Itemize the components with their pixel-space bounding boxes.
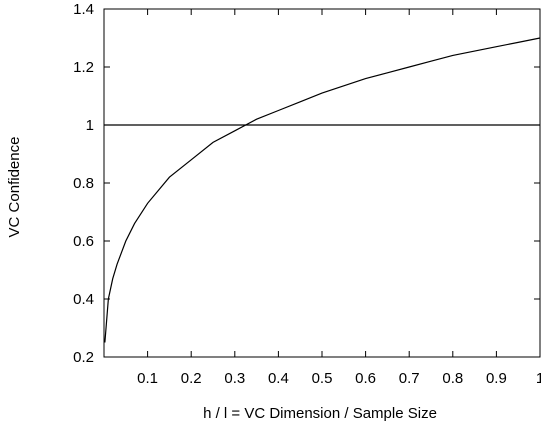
plot-area <box>103 8 541 358</box>
y-axis-ticks: 0.2 0.4 0.6 0.8 1 1.2 1.4 <box>73 1 540 366</box>
y-tick-label: 1.2 <box>73 59 94 76</box>
y-tick-label: 1.4 <box>73 1 94 18</box>
x-axis-ticks: 0.1 0.2 0.3 0.4 0.5 0.6 0.7 0.8 0.9 1 <box>137 9 541 387</box>
x-tick-label: 0.7 <box>399 370 420 387</box>
x-tick-label: 0.3 <box>224 370 245 387</box>
x-tick-label: 0.2 <box>181 370 202 387</box>
x-axis-title: h / l = VC Dimension / Sample Size <box>203 405 437 422</box>
y-tick-label: 0.6 <box>73 233 94 250</box>
y-tick-label: 0.8 <box>73 175 94 192</box>
x-tick-label: 0.6 <box>355 370 376 387</box>
y-tick-label: 0.2 <box>73 349 94 366</box>
plot-frame <box>103 8 541 358</box>
y-tick-label: 1 <box>86 117 94 134</box>
x-tick-label: 0.9 <box>486 370 507 387</box>
x-tick-label: 0.1 <box>137 370 158 387</box>
x-tick-label: 0.5 <box>312 370 333 387</box>
y-tick-label: 0.4 <box>73 291 94 308</box>
x-tick-label: 1 <box>536 370 541 387</box>
vc-confidence-curve <box>104 37 541 343</box>
y-axis-title: VC Confidence <box>6 137 23 238</box>
series-layer <box>104 37 541 343</box>
x-tick-label: 0.4 <box>268 370 289 387</box>
x-tick-label: 0.8 <box>442 370 463 387</box>
